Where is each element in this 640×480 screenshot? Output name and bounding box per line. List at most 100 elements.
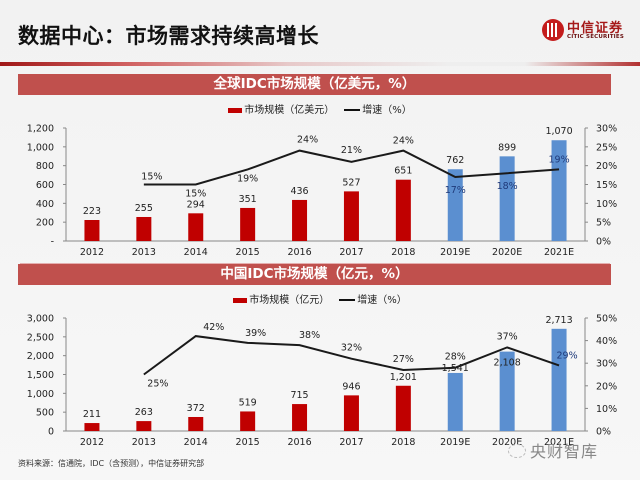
bar <box>551 328 567 431</box>
citic-logo-icon <box>542 19 564 41</box>
bar-value-label: 762 <box>446 155 464 166</box>
bar <box>499 351 515 431</box>
citic-logo: 中信证券 CITIC SECURITIES <box>542 17 640 49</box>
bar <box>343 395 359 431</box>
x-tick-label: 2015 <box>236 437 260 448</box>
bar <box>240 207 256 241</box>
y-left-tick-label: 500 <box>36 408 54 419</box>
chart2-title: 中国IDC市场规模（亿元，%） <box>18 264 611 285</box>
y-right-tick-label: 20% <box>596 161 617 172</box>
legend-line-swatch <box>339 299 356 301</box>
bar <box>84 423 100 431</box>
growth-value-label: 25% <box>147 379 168 390</box>
growth-value-label: 21% <box>341 145 362 156</box>
bar-value-label: 211 <box>83 409 101 420</box>
bar-value-label: 527 <box>342 177 360 188</box>
growth-value-label: 18% <box>497 181 518 192</box>
growth-value-label: 39% <box>245 328 266 339</box>
chart2-legend: 市场规模（亿元） 增速（%） <box>0 291 640 306</box>
growth-value-label: 32% <box>341 343 362 354</box>
x-tick-label: 2013 <box>132 437 156 448</box>
logo-cn-text: 中信证券 <box>567 21 624 36</box>
x-tick-label: 2017 <box>339 437 363 448</box>
bar <box>447 169 463 241</box>
bar <box>447 372 463 431</box>
bar <box>343 191 359 241</box>
legend-line-label: 增速（%） <box>362 105 412 116</box>
x-tick-label: 2012 <box>80 247 104 258</box>
y-left-tick-label: 3,000 <box>27 314 54 325</box>
growth-value-label: 19% <box>548 154 569 165</box>
wechat-icon <box>508 444 526 458</box>
x-tick-label: 2017 <box>339 247 363 258</box>
y-left-tick-label: 200 <box>36 218 54 229</box>
y-right-tick-label: 20% <box>596 381 617 392</box>
y-right-tick-label: 15% <box>596 180 617 191</box>
bar-value-label: 651 <box>394 166 412 177</box>
growth-value-label: 29% <box>556 350 577 361</box>
legend-bar-label: 市场规模（亿元） <box>249 295 330 306</box>
growth-line <box>143 149 560 186</box>
bar-value-label: 1,070 <box>545 126 572 137</box>
bar <box>84 220 100 241</box>
bar <box>136 216 152 241</box>
legend-bar-swatch <box>233 297 248 303</box>
y-left-tick-label: - <box>51 237 54 248</box>
y-right-tick-label: 0% <box>596 427 611 438</box>
x-tick-label: 2015 <box>236 247 260 258</box>
y-left-tick-label: 2,500 <box>27 332 54 343</box>
y-right-tick-label: 0% <box>596 237 611 248</box>
page-title: 数据中心：市场需求持续高增长 <box>18 24 319 48</box>
bar-value-label: 2,108 <box>494 358 521 369</box>
bar <box>136 421 152 431</box>
bar <box>188 213 204 241</box>
y-left-tick-label: 800 <box>36 161 54 172</box>
bar-value-label: 1,201 <box>390 372 417 383</box>
x-tick-label: 2014 <box>184 247 208 258</box>
growth-value-label: 15% <box>185 189 206 200</box>
growth-value-label: 42% <box>203 322 224 333</box>
legend-line-label: 增速（%） <box>357 295 407 306</box>
x-tick-label: 2013 <box>132 247 156 258</box>
bar <box>395 385 411 431</box>
y-right-tick-label: 30% <box>596 124 617 135</box>
y-right-tick-label: 40% <box>596 336 617 347</box>
bar <box>499 156 515 241</box>
bar <box>395 179 411 241</box>
growth-line <box>143 335 560 376</box>
bar-value-label: 715 <box>290 390 308 401</box>
bar-value-label: 2,713 <box>545 315 572 326</box>
bar <box>292 404 308 431</box>
y-left-tick-label: 1,200 <box>27 124 54 135</box>
x-tick-label: 2012 <box>80 437 104 448</box>
bar-value-label: 436 <box>290 186 308 197</box>
x-tick-label: 2020E <box>492 247 522 258</box>
legend-bar-label: 市场规模（亿美元） <box>244 105 335 116</box>
y-right-tick-label: 30% <box>596 359 617 370</box>
bar <box>188 416 204 431</box>
bar-value-label: 519 <box>239 397 257 408</box>
bar-value-label: 223 <box>83 206 101 217</box>
bar-value-label: 372 <box>187 403 205 414</box>
bar-value-label: 1,541 <box>442 363 469 374</box>
bar-value-label: 899 <box>498 142 516 153</box>
chart-global-idc: - 200 400 600 800 1,000 1,200 0% 5% 10% 15% 20% 25% 3… <box>20 124 617 265</box>
bar <box>292 199 308 241</box>
y-right-tick-label: 25% <box>596 142 617 153</box>
legend-line-swatch <box>344 109 361 111</box>
y-right-tick-label: 10% <box>596 404 617 415</box>
y-left-tick-label: 0 <box>48 427 54 438</box>
growth-value-label: 38% <box>299 330 320 341</box>
growth-value-label: 24% <box>393 136 414 147</box>
x-tick-label: 2016 <box>287 247 311 258</box>
x-tick-label: 2019E <box>440 437 470 448</box>
y-right-tick-label: 50% <box>596 314 617 325</box>
growth-value-label: 37% <box>497 331 518 342</box>
y-right-tick-label: 5% <box>596 218 611 229</box>
y-left-tick-label: 1,000 <box>27 389 54 400</box>
legend-bar-swatch <box>228 107 243 113</box>
chart1-title: 全球IDC市场规模（亿美元，%） <box>18 74 611 95</box>
growth-value-label: 28% <box>445 352 466 363</box>
y-left-tick-label: 1,500 <box>27 370 54 381</box>
